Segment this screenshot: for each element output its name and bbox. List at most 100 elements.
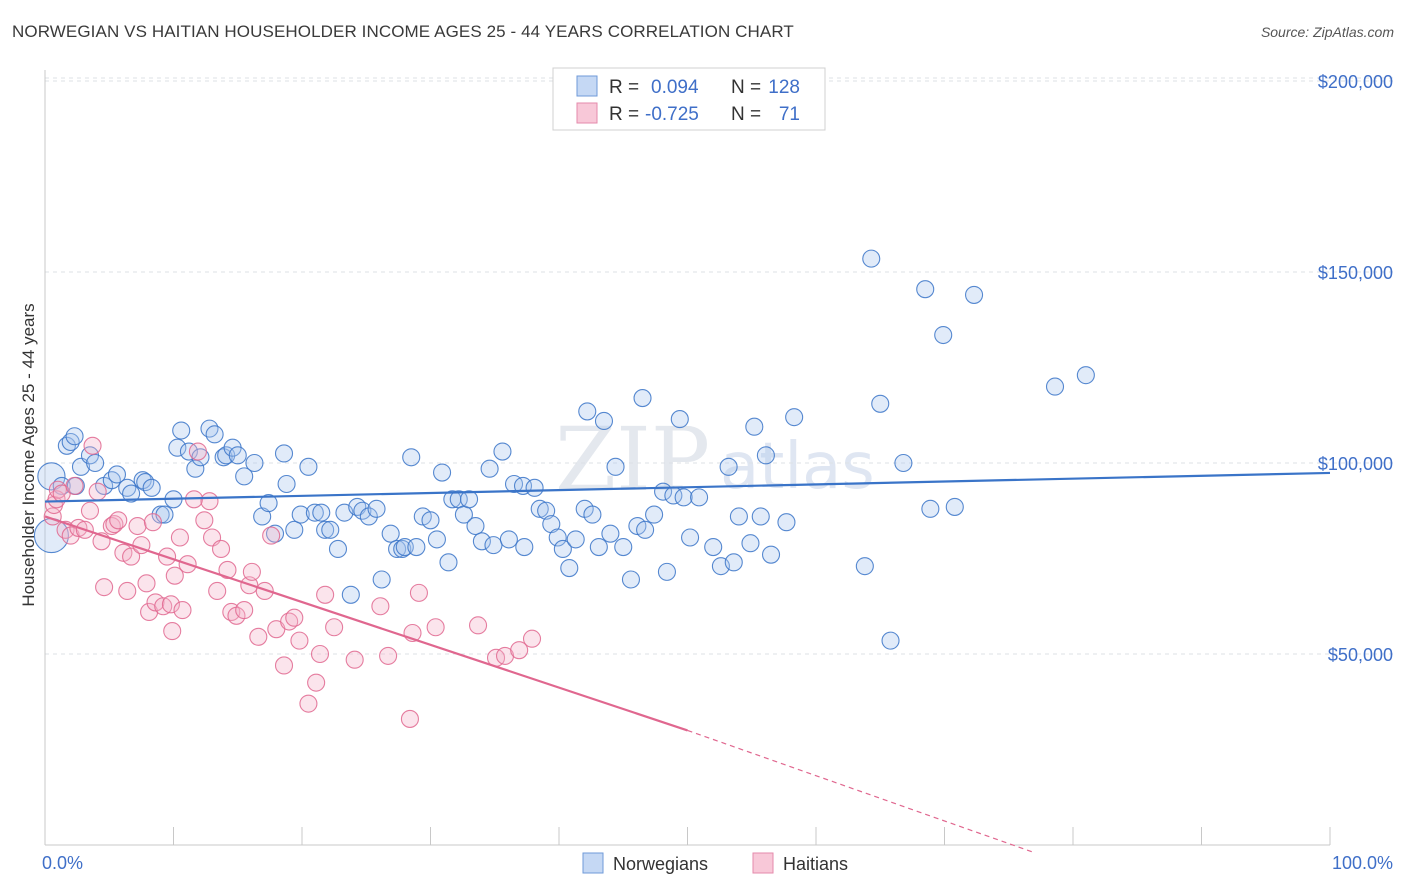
norwegian-point: [965, 285, 984, 304]
norwegian-point: [214, 448, 233, 467]
haitian-point: [163, 622, 182, 641]
haitian-point: [285, 608, 304, 627]
norwegian-point: [594, 411, 614, 431]
trend-line-haitians: [44, 515, 688, 732]
axes: [44, 70, 1331, 846]
norwegian-point: [690, 488, 709, 507]
norwegian-point: [407, 537, 426, 557]
norwegian-point: [172, 421, 191, 440]
haitian-point: [400, 709, 419, 728]
norwegian-point: [439, 553, 458, 572]
y-tick-label-1: $100,000: [1318, 454, 1393, 474]
norwegian-point: [493, 442, 512, 461]
haitian-point: [188, 442, 207, 461]
norwegian-point: [894, 453, 913, 473]
norwegian-point: [102, 471, 121, 490]
norwegian-point: [916, 280, 935, 299]
norwegian-point: [285, 520, 304, 539]
haitian-point: [468, 616, 488, 635]
norwegian-point: [316, 520, 335, 539]
norwegian-point: [745, 417, 764, 436]
series-norwegians: [33, 249, 1095, 650]
trend-lines: [44, 471, 1331, 854]
norwegian-point: [480, 459, 499, 478]
haitian-point: [325, 618, 344, 637]
norwegian-point: [427, 530, 446, 549]
trend-line-norwegians: [44, 471, 1331, 503]
haitian-point: [118, 581, 137, 601]
norwegian-point: [934, 325, 953, 345]
norwegian-point: [359, 507, 378, 526]
watermark-atlas: atlas: [720, 430, 875, 504]
norwegian-point: [681, 528, 700, 547]
norwegian-point: [945, 497, 964, 516]
norwegian-point: [151, 505, 170, 524]
haitian-point: [409, 583, 428, 602]
norwegian-point: [86, 453, 105, 473]
haitian-point: [83, 436, 102, 455]
norwegian-point: [245, 453, 264, 473]
norwegian-point: [1045, 377, 1065, 396]
trend-line-haitians-extension: [687, 729, 1035, 854]
norwegian-point: [205, 425, 224, 444]
norwegian-point: [530, 499, 549, 518]
x-axis-label-left: 0.0%: [42, 853, 83, 873]
legend-n-label-1: N =: [731, 77, 761, 98]
y-tick-labels: $50,000 $100,000 $150,000 $200,000: [1318, 72, 1393, 665]
haitian-point: [510, 641, 529, 660]
norwegian-point: [484, 536, 503, 555]
norwegian-point: [388, 539, 407, 559]
norwegian-point: [761, 545, 781, 564]
norwegian-point: [614, 537, 633, 557]
haitian-point: [165, 566, 184, 585]
legend-n-value-1: 128: [768, 77, 800, 98]
legend-r-value-2: -0.725: [645, 104, 699, 125]
haitian-point: [262, 526, 281, 545]
norwegian-point: [393, 539, 412, 559]
norwegian-point: [719, 457, 738, 476]
y-tick-label-3: $200,000: [1318, 72, 1393, 92]
norwegian-point: [553, 539, 572, 559]
haitian-point: [371, 597, 390, 616]
haitian-point: [161, 595, 180, 614]
bottom-legend-swatch-norwegians: [582, 852, 604, 874]
norwegian-point: [372, 570, 391, 589]
y-tick-label-0: $50,000: [1328, 645, 1393, 665]
norwegian-point: [589, 537, 608, 557]
norwegian-point: [881, 631, 900, 650]
norwegian-point: [921, 499, 940, 518]
haitian-point: [249, 627, 268, 646]
norwegian-point: [37, 462, 66, 491]
source-label: Source: ZipAtlas.com: [1260, 24, 1394, 40]
watermark: ZIP atlas: [555, 408, 875, 511]
norwegian-point: [537, 501, 556, 520]
haitian-point: [522, 629, 542, 648]
norwegian-point: [328, 539, 348, 559]
haitian-point: [218, 560, 237, 580]
norwegian-point: [381, 524, 400, 543]
haitian-point: [173, 601, 192, 620]
norwegian-point: [674, 488, 693, 507]
legend-swatch-haitians: [576, 102, 598, 124]
norwegian-point: [756, 446, 775, 465]
norwegian-point: [259, 494, 278, 513]
norwegian-point: [645, 505, 664, 524]
series-legend: Norwegians Haitians: [582, 852, 848, 874]
norwegian-point: [277, 474, 296, 494]
chart-title: NORWEGIAN VS HAITIAN HOUSEHOLDER INCOME …: [12, 22, 794, 41]
haitian-point: [122, 547, 141, 566]
haitian-point: [255, 581, 274, 601]
series-haitians: [43, 436, 542, 728]
norwegian-point: [566, 530, 585, 549]
haitian-point: [307, 673, 326, 692]
haitian-point: [80, 501, 100, 520]
norwegian-point: [633, 389, 652, 408]
norwegian-point: [305, 503, 324, 522]
haitian-point: [345, 650, 364, 669]
norwegian-point: [606, 457, 625, 476]
norwegian-point: [186, 459, 205, 478]
haitian-point: [128, 516, 147, 536]
haitian-point: [426, 618, 445, 637]
norwegian-point: [670, 410, 689, 429]
legend-r-label-2: R =: [609, 104, 639, 125]
